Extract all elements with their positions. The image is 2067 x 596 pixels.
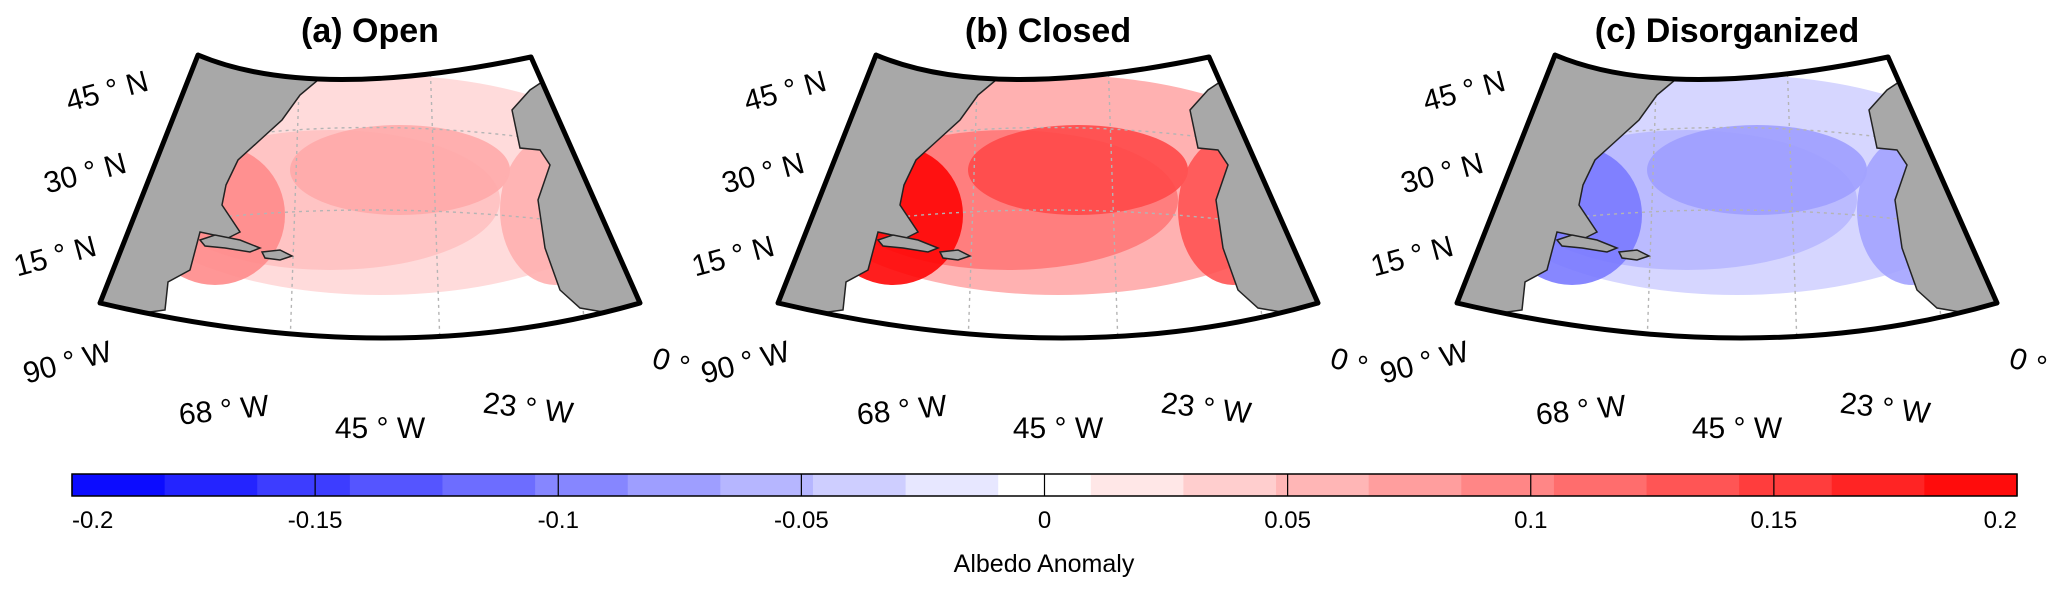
colorbar-band	[812, 474, 907, 496]
colorbar-band	[442, 474, 536, 496]
colorbar-tick-label: 0.2	[1984, 507, 2017, 534]
lat-label-45n: 45 ° N	[1419, 65, 1508, 119]
colorbar-tick-label: -0.1	[538, 507, 579, 534]
lat-label-15n: 15 ° N	[10, 230, 99, 284]
colorbar-band	[1739, 474, 1833, 496]
colorbar-band	[349, 474, 444, 496]
colorbar-tick-label: -0.2	[72, 507, 113, 534]
map-frame	[97, 52, 643, 341]
colorbar: -0.2 -0.15 -0.1 -0.05 0 0.05 0.1 0.15 0.2 Albedo…	[71, 473, 2018, 578]
colorbar-tick-label: 0.1	[1514, 507, 1547, 534]
lon-label-45w: 45 ° W	[1692, 412, 1783, 445]
lon-label-90w: 90 ° W	[20, 335, 116, 390]
anomaly-contour	[290, 125, 510, 215]
colorbar-band	[627, 474, 721, 496]
lat-label-15n: 15 ° N	[688, 230, 777, 284]
lon-label-0: 0 °	[648, 342, 693, 385]
colorbar-band	[1924, 474, 2018, 496]
colorbar-label: Albedo Anomaly	[954, 550, 1135, 578]
colorbar-band	[1831, 474, 1925, 496]
map-frame	[775, 52, 1321, 341]
colorbar-bands	[72, 474, 2018, 496]
meridian-line	[289, 59, 301, 338]
anomaly-contour	[968, 125, 1188, 215]
colorbar-tick-label: 0	[1038, 507, 1051, 534]
panel-title: (c) Disorganized	[1595, 12, 1859, 50]
lon-label-68w: 68 ° W	[177, 389, 271, 431]
lat-label-15n: 15 ° N	[1367, 230, 1456, 284]
colorbar-band	[257, 474, 351, 496]
colorbar-tick-label: -0.15	[288, 507, 343, 534]
lon-label-45w: 45 ° W	[1013, 412, 1104, 445]
hispaniola-island	[1617, 249, 1651, 261]
colorbar-band	[535, 474, 629, 496]
lat-label-30n: 30 ° N	[718, 147, 807, 201]
lon-label-0: 0 °	[2005, 342, 2050, 385]
colorbar-tick-label: 0.05	[1264, 507, 1311, 534]
colorbar-band	[164, 474, 258, 496]
lon-label-0: 0 °	[1326, 342, 1371, 385]
colorbar-band	[1553, 474, 1648, 496]
map-panel-closed: (b) Closed 45 ° N 30 ° N 15 ° N 90 ° W 6…	[688, 12, 1371, 445]
colorbar-band	[905, 474, 999, 496]
colorbar-ticks: -0.2 -0.15 -0.1 -0.05 0 0.05 0.1 0.15 0.2	[71, 474, 2018, 534]
lon-label-90w: 90 ° W	[698, 335, 794, 390]
cuba-island	[1555, 234, 1620, 253]
map-panel-open: (a) Open 45 ° N 30 ° N 15 ° N 90 ° W 68 …	[10, 12, 693, 445]
cuba-island	[876, 234, 941, 253]
hispaniola-island	[260, 249, 294, 261]
lon-label-23w: 23 ° W	[481, 387, 575, 431]
map-panel-disorganized: (c) Disorganized 45 ° N 30 ° N 15 ° N 90…	[1367, 12, 2050, 445]
colorbar-band	[1276, 474, 1370, 496]
meridian-line	[1646, 59, 1658, 338]
lon-label-68w: 68 ° W	[855, 389, 949, 431]
meridian-line	[1107, 59, 1119, 338]
colorbar-band	[72, 474, 166, 496]
colorbar-band	[1646, 474, 1740, 496]
lon-label-23w: 23 ° W	[1159, 387, 1253, 431]
colorbar-band	[1090, 474, 1185, 496]
lon-label-90w: 90 ° W	[1377, 335, 1473, 390]
lon-label-23w: 23 ° W	[1838, 387, 1932, 431]
lon-label-68w: 68 ° W	[1534, 389, 1628, 431]
colorbar-band	[1183, 474, 1277, 496]
lon-label-45w: 45 ° W	[335, 412, 426, 445]
map-frame	[1454, 52, 2000, 341]
lat-label-45n: 45 ° N	[740, 65, 829, 119]
panel-title: (a) Open	[301, 12, 439, 50]
anomaly-contour	[1647, 125, 1867, 215]
colorbar-tick-label: 0.15	[1751, 507, 1798, 534]
meridian-line	[1786, 59, 1798, 338]
colorbar-band	[720, 474, 814, 496]
cuba-island	[198, 234, 263, 253]
lat-label-30n: 30 ° N	[1397, 147, 1486, 201]
meridian-line	[967, 59, 979, 338]
panel-title: (b) Closed	[965, 12, 1131, 50]
lat-label-30n: 30 ° N	[40, 147, 129, 201]
colorbar-band	[1461, 474, 1555, 496]
lat-label-45n: 45 ° N	[62, 65, 151, 119]
colorbar-tick-label: -0.05	[774, 507, 829, 534]
colorbar-band	[1368, 474, 1462, 496]
hispaniola-island	[938, 249, 972, 261]
meridian-line	[429, 59, 441, 338]
